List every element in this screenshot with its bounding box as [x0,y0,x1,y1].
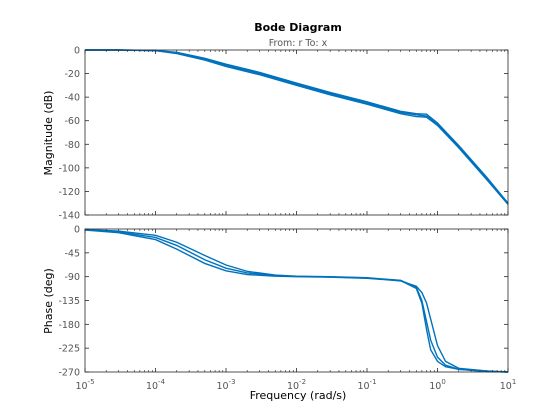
phase-series-line [84,229,509,373]
magnitude-ytick-label: -80 [64,140,80,151]
phase-ytick-label: -180 [58,320,80,331]
magnitude-axis-label: Magnitude (dB) [42,91,55,176]
magnitude-ytick-label: -120 [58,187,80,198]
magnitude-ytick-label: -20 [64,69,80,80]
xtick-label: 10-5 [75,378,94,392]
phase-ytick-label: -90 [64,272,80,283]
phase-series-line [84,228,509,373]
phase-axis-label: Phase (deg) [42,268,55,334]
xtick-label: 10-4 [146,378,166,392]
magnitude-panel: 0 -20 -40 -60 -80 -100 -120 -140 [58,46,509,222]
magnitude-series-line [85,49,509,204]
magnitude-ytick-label: -100 [58,163,80,174]
xtick-label: 101 [500,378,517,392]
phase-ytick-label: -45 [64,248,80,259]
phase-ytick-label: -225 [58,344,80,355]
chart-title: Bode Diagram [254,21,342,34]
magnitude-series-line [85,49,509,205]
xtick-label: 100 [429,378,446,392]
phase-series-line [84,229,509,373]
magnitude-ytick-label: -60 [64,116,80,127]
phase-axes-box [84,228,509,373]
xtick-label: 10-3 [216,378,235,392]
x-axis-label: Frequency (rad/s) [250,389,347,402]
magnitude-ytick-label: -140 [58,211,80,222]
magnitude-ytick-label: -40 [64,93,80,104]
xtick-label: 10-2 [287,378,306,392]
phase-ytick-label: 0 [74,225,80,236]
chart-subtitle: From: r To: x [269,38,328,49]
phase-ytick-label: -270 [58,368,80,379]
phase-ytick-label: -135 [58,296,80,307]
xtick-label: 10-1 [357,378,376,392]
magnitude-ytick-label: 0 [74,46,80,57]
magnitude-series-line [85,49,509,204]
